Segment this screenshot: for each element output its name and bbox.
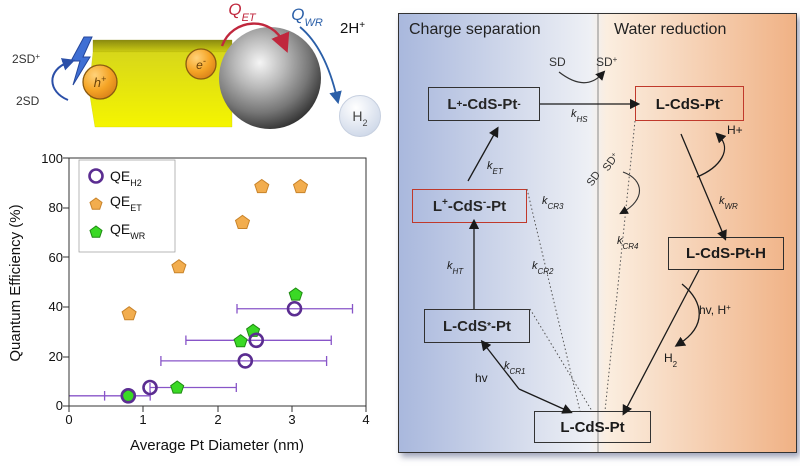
- svg-text:Average Pt Diameter (nm): Average Pt Diameter (nm): [130, 437, 304, 454]
- svg-text:60: 60: [49, 250, 63, 265]
- svg-text:0: 0: [65, 412, 72, 427]
- svg-text:1: 1: [139, 412, 146, 427]
- svg-text:SD+: SD+: [601, 151, 622, 174]
- svg-text:2: 2: [214, 412, 221, 427]
- svg-text:SD: SD: [549, 55, 566, 69]
- svg-text:hv, H+: hv, H+: [699, 303, 731, 318]
- svg-text:SD: SD: [585, 169, 604, 188]
- svg-text:3: 3: [288, 412, 295, 427]
- svg-text:H+: H+: [727, 123, 743, 137]
- svg-text:kET: kET: [487, 160, 504, 176]
- svg-text:SD+: SD+: [596, 55, 618, 70]
- svg-text:4: 4: [362, 412, 369, 427]
- svg-text:hv: hv: [475, 371, 488, 385]
- svg-text:kCR2: kCR2: [532, 260, 554, 276]
- svg-text:kHT: kHT: [447, 260, 464, 276]
- svg-text:20: 20: [49, 349, 63, 364]
- svg-text:80: 80: [49, 200, 63, 215]
- svg-text:40: 40: [49, 299, 63, 314]
- svg-text:kHS: kHS: [571, 108, 588, 124]
- svg-text:Quantum Efficiency (%): Quantum Efficiency (%): [7, 204, 24, 361]
- svg-text:H2: H2: [664, 351, 678, 369]
- svg-text:100: 100: [41, 151, 63, 166]
- svg-text:kCR3: kCR3: [542, 195, 564, 211]
- svg-text:kCR4: kCR4: [617, 235, 639, 251]
- svg-text:0: 0: [56, 398, 63, 413]
- svg-text:kWR: kWR: [719, 195, 738, 211]
